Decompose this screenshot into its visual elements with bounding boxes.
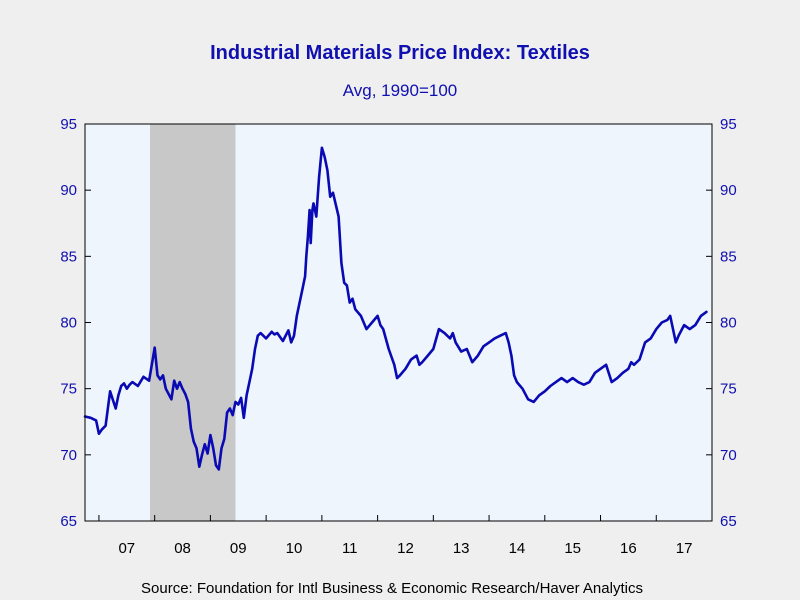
y-tick-label-left: 65	[60, 513, 77, 530]
x-tick-label: 11	[342, 540, 358, 557]
x-tick-label: 09	[230, 540, 247, 557]
recession-shading	[150, 124, 236, 521]
axes-layer: 65 65 70 70 75 75 80 80 85 85 90 90 95 95 07 08 09 10 11 12…	[60, 116, 736, 557]
series-line-0	[83, 146, 708, 471]
x-tick-label: 07	[118, 540, 135, 557]
y-tick-label-right: 80	[720, 315, 737, 332]
source-note: Source: Foundation for Intl Business & E…	[141, 580, 643, 597]
y-tick-label-left: 85	[60, 248, 77, 265]
y-tick-label-right: 70	[720, 447, 737, 464]
y-tick-label-left: 80	[60, 315, 77, 332]
y-tick-label-left: 90	[60, 182, 77, 199]
x-tick-label: 08	[174, 540, 191, 557]
y-tick-label-right: 65	[720, 513, 737, 530]
x-tick-label: 12	[397, 540, 414, 557]
y-tick-label-right: 95	[720, 116, 737, 133]
x-tick-label: 17	[676, 540, 693, 557]
chart-title: Industrial Materials Price Index: Textil…	[210, 42, 590, 64]
y-tick-label-right: 90	[720, 182, 737, 199]
y-tick-label-right: 75	[720, 381, 737, 398]
y-tick-label-right: 85	[720, 248, 737, 265]
y-tick-label-left: 70	[60, 447, 77, 464]
y-tick-label-left: 95	[60, 116, 77, 133]
chart-subtitle: Avg, 1990=100	[343, 81, 458, 100]
x-tick-label: 13	[453, 540, 470, 557]
x-tick-label: 14	[509, 540, 526, 557]
series-layer	[83, 146, 708, 471]
y-tick-label-left: 75	[60, 381, 77, 398]
x-tick-label: 15	[564, 540, 581, 557]
x-tick-label: 16	[620, 540, 637, 557]
x-tick-label: 10	[286, 540, 303, 557]
